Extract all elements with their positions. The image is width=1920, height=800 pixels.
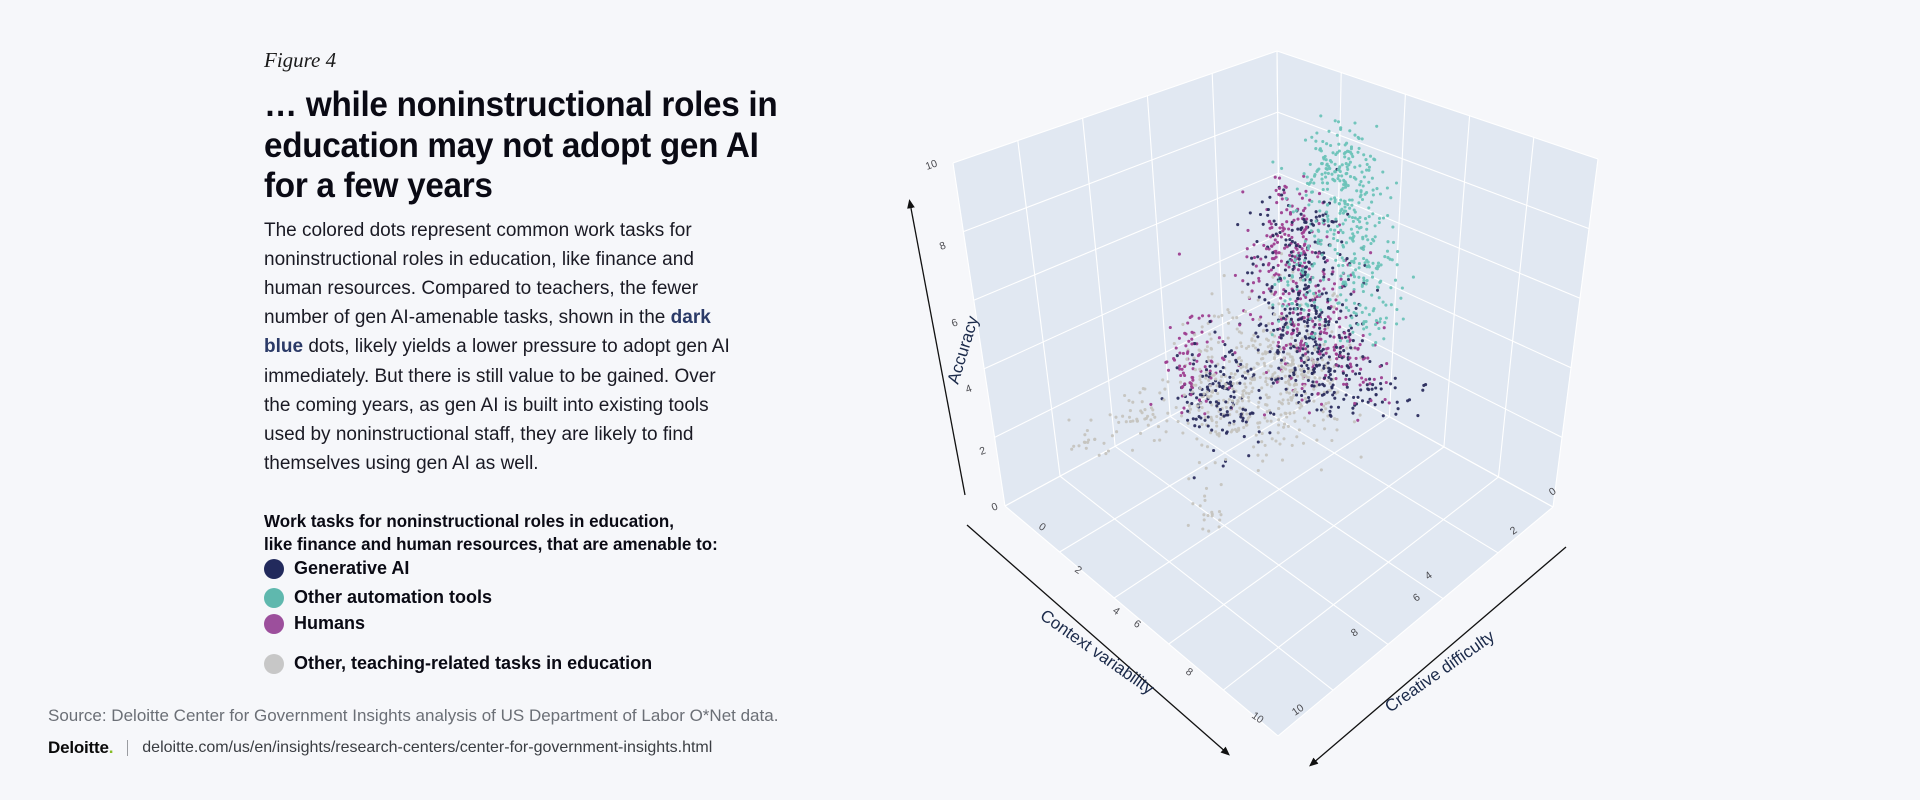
svg-text:8: 8 (938, 239, 948, 252)
svg-text:2: 2 (978, 444, 988, 457)
svg-text:4: 4 (964, 382, 974, 395)
svg-text:6: 6 (950, 316, 960, 329)
svg-text:0: 0 (990, 500, 1000, 513)
svg-text:Accuracy: Accuracy (944, 313, 983, 386)
svg-text:Creative difficulty: Creative difficulty (1381, 626, 1498, 716)
svg-text:6: 6 (1131, 618, 1143, 631)
svg-text:10: 10 (924, 157, 939, 172)
svg-text:8: 8 (1183, 666, 1195, 679)
svg-text:4: 4 (1110, 605, 1122, 618)
